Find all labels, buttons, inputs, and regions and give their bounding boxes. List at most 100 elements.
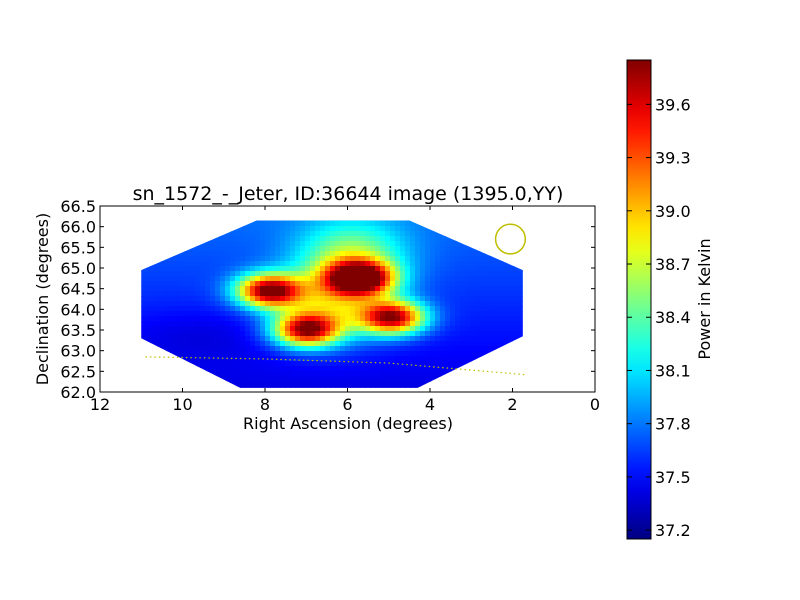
heatmap-cell — [300, 346, 306, 352]
heatmap-cell — [270, 296, 276, 302]
heatmap-cell — [305, 331, 311, 337]
heatmap-cell — [270, 256, 276, 262]
heatmap-cell — [420, 366, 426, 372]
heatmap-cell — [405, 306, 411, 312]
heatmap-cell — [315, 291, 321, 297]
heatmap-cell — [475, 256, 481, 262]
heatmap-cell — [460, 211, 466, 217]
heatmap-cell — [370, 346, 376, 352]
heatmap-cell — [485, 326, 491, 332]
heatmap-cell — [340, 371, 346, 377]
heatmap-cell — [425, 336, 431, 342]
heatmap-cell — [345, 341, 351, 347]
heatmap-cell — [170, 331, 176, 337]
heatmap-cell — [315, 236, 321, 242]
heatmap-cell — [455, 381, 461, 387]
heatmap-cell — [465, 226, 471, 232]
heatmap-cell — [455, 321, 461, 327]
heatmap-cell — [470, 331, 476, 337]
heatmap-cell — [420, 316, 426, 322]
heatmap-cell — [400, 261, 406, 267]
heatmap-cell — [240, 326, 246, 332]
heatmap-cell — [195, 356, 201, 362]
heatmap-cell — [200, 341, 206, 347]
heatmap-cell — [185, 346, 191, 352]
heatmap-cell — [485, 271, 491, 277]
heatmap-cell — [320, 356, 326, 362]
heatmap-cell — [490, 266, 496, 272]
heatmap-cell — [460, 371, 466, 377]
heatmap-cell — [490, 286, 496, 292]
heatmap-cell — [185, 301, 191, 307]
heatmap-cell — [515, 366, 521, 372]
heatmap-cell — [410, 241, 416, 247]
heatmap-cell — [395, 301, 401, 307]
heatmap-cell — [275, 366, 281, 372]
heatmap-cell — [240, 206, 246, 212]
heatmap-cell — [350, 226, 356, 232]
heatmap-cell — [275, 211, 281, 217]
heatmap-cell — [315, 211, 321, 217]
heatmap-cell — [150, 326, 156, 332]
heatmap-cell — [450, 206, 456, 212]
heatmap-cell — [425, 306, 431, 312]
heatmap-cell — [505, 386, 511, 388]
heatmap-cell — [300, 306, 306, 312]
heatmap-cell — [340, 381, 346, 387]
heatmap-cell — [420, 241, 426, 247]
heatmap-cell — [300, 220, 306, 222]
heatmap-cell — [525, 376, 531, 382]
heatmap-cell — [265, 266, 271, 272]
heatmap-cell — [200, 221, 206, 227]
heatmap-cell — [305, 241, 311, 247]
heatmap-cell — [145, 316, 151, 322]
heatmap-cell — [300, 386, 306, 388]
heatmap-cell — [365, 316, 371, 322]
heatmap-cell — [330, 301, 336, 307]
heatmap-cell — [235, 316, 241, 322]
heatmap-cell — [285, 251, 291, 257]
heatmap-cell — [385, 376, 391, 382]
heatmap-cell — [410, 386, 416, 388]
heatmap-cell — [300, 266, 306, 272]
heatmap-cell — [190, 306, 196, 312]
heatmap-cell — [440, 256, 446, 262]
heatmap-cell — [495, 351, 501, 357]
heatmap-cell — [185, 266, 191, 272]
heatmap-cell — [330, 211, 336, 217]
heatmap-cell — [315, 301, 321, 307]
heatmap-cell — [370, 291, 376, 297]
heatmap-cell — [405, 276, 411, 282]
heatmap-cell — [141, 256, 146, 262]
heatmap-cell — [260, 286, 266, 292]
heatmap-cell — [500, 236, 506, 242]
heatmap-cell — [325, 251, 331, 257]
heatmap-cell — [210, 321, 216, 327]
heatmap-cell — [200, 311, 206, 317]
heatmap-cell — [440, 361, 446, 367]
heatmap-cell — [525, 291, 531, 297]
heatmap-cell — [215, 281, 221, 287]
heatmap-cell — [400, 286, 406, 292]
heatmap-cell — [490, 241, 496, 247]
heatmap-cell — [280, 241, 286, 247]
heatmap-cell — [330, 316, 336, 322]
heatmap-cell — [385, 281, 391, 287]
heatmap-cell — [435, 226, 441, 232]
heatmap-cell — [440, 346, 446, 352]
heatmap-cell — [335, 276, 341, 282]
heatmap-cell — [345, 236, 351, 242]
heatmap-cell — [410, 371, 416, 377]
heatmap-cell — [280, 301, 286, 307]
heatmap-cell — [135, 371, 141, 377]
heatmap-cell — [500, 311, 506, 317]
heatmap-cell — [285, 276, 291, 282]
heatmap-cell — [200, 346, 206, 352]
heatmap-cell — [480, 341, 486, 347]
heatmap-cell — [270, 291, 276, 297]
heatmap-cell — [295, 326, 301, 332]
heatmap-cell — [380, 376, 386, 382]
heatmap-cell — [230, 291, 236, 297]
heatmap-cell — [235, 241, 241, 247]
heatmap-cell — [435, 211, 441, 217]
